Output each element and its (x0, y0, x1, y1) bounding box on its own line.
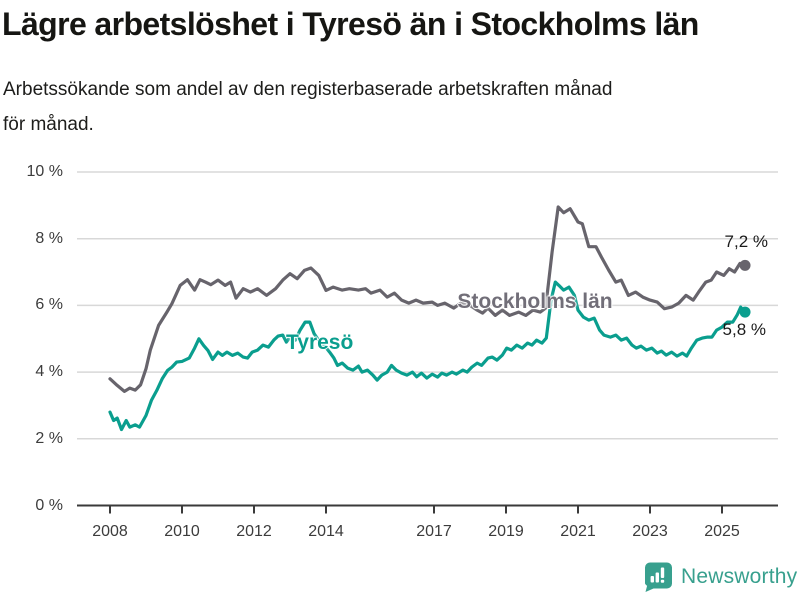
series-label-tyreso: Tyresö (286, 331, 354, 354)
x-axis-tick-label-2023: 2023 (632, 523, 668, 540)
y-axis-tick-label-8pct: 8 % (35, 229, 63, 247)
end-dot-tyreso (739, 306, 751, 318)
x-axis-tick-label-2008: 2008 (92, 523, 128, 540)
y-axis-tick-label-0pct: 0 % (35, 496, 63, 514)
y-axis-tick-label-10pct: 10 % (26, 163, 63, 180)
y-axis-tick-label-2pct: 2 % (35, 429, 63, 447)
x-axis-tick-label-2019: 2019 (488, 523, 524, 540)
page-title: Lägre arbetslöshet i Tyresö än i Stockho… (2, 6, 699, 42)
end-value-label-stockholms-lan: 7,2 % (724, 232, 768, 251)
subtitle-line-2: för månad. (3, 114, 94, 135)
newsworthy-logo-text: Newsworthy (681, 565, 798, 588)
line-tyreso (108, 280, 747, 432)
x-axis-tick-label-2025: 2025 (704, 523, 740, 540)
subtitle-line-1: Arbetssökande som andel av den registerb… (3, 79, 613, 100)
y-axis-tick-label-4pct: 4 % (35, 363, 63, 381)
x-axis-tick-label-2014: 2014 (308, 523, 344, 540)
y-axis-tick-label-6pct: 6 % (35, 296, 63, 314)
x-axis-tick-label-2017: 2017 (416, 523, 452, 540)
series-label-stockholms-lan: Stockholms län (457, 290, 613, 313)
x-axis-tick-label-2012: 2012 (236, 523, 272, 540)
x-axis-tick-label-2010: 2010 (164, 523, 200, 540)
line-stockholms-lan (108, 205, 747, 393)
page-subtitle: Arbetssökande som andel av den registerb… (3, 72, 793, 142)
newsworthy-logo-icon (645, 562, 672, 592)
end-value-label-tyreso: 5,8 % (722, 320, 766, 339)
x-axis-tick-label-2021: 2021 (560, 523, 596, 540)
end-dot-stockholms-lan (739, 259, 751, 271)
newsworthy-logo: Newsworthy (643, 561, 797, 593)
